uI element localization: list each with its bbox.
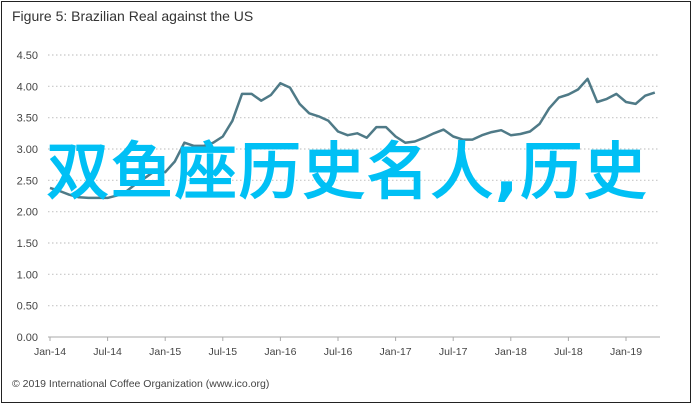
y-tick-label: 0.00 xyxy=(17,332,38,344)
x-tick-label: Jul-18 xyxy=(554,346,583,358)
y-tick-label: 2.00 xyxy=(17,207,38,219)
y-tick-label: 3.50 xyxy=(17,113,38,125)
overlay-text: 双鱼座历史名人,历史 xyxy=(46,135,649,208)
source-note: © 2019 International Coffee Organization… xyxy=(12,378,270,390)
chart-title: Figure 5: Brazilian Real against the US xyxy=(12,8,254,24)
x-tick-label: Jan-17 xyxy=(380,346,412,358)
y-tick-label: 2.50 xyxy=(17,175,38,187)
x-tick-label: Jan-15 xyxy=(149,346,181,358)
y-tick-label: 4.00 xyxy=(17,81,38,93)
x-tick-label: Jul-17 xyxy=(439,346,468,358)
x-tick-label: Jul-14 xyxy=(93,346,122,358)
y-tick-label: 3.00 xyxy=(17,144,38,156)
y-tick-label: 0.50 xyxy=(17,301,38,313)
x-tick-label: Jan-14 xyxy=(34,346,66,358)
x-tick-label: Jan-19 xyxy=(610,346,642,358)
x-tick-label: Jul-16 xyxy=(324,346,353,358)
x-tick-label: Jan-16 xyxy=(264,346,296,358)
x-tick-label: Jan-18 xyxy=(495,346,527,358)
y-tick-label: 4.50 xyxy=(17,50,38,62)
x-tick-label: Jul-15 xyxy=(208,346,237,358)
y-tick-label: 1.00 xyxy=(17,269,38,281)
series-line xyxy=(49,77,656,200)
y-tick-label: 1.50 xyxy=(17,238,38,250)
